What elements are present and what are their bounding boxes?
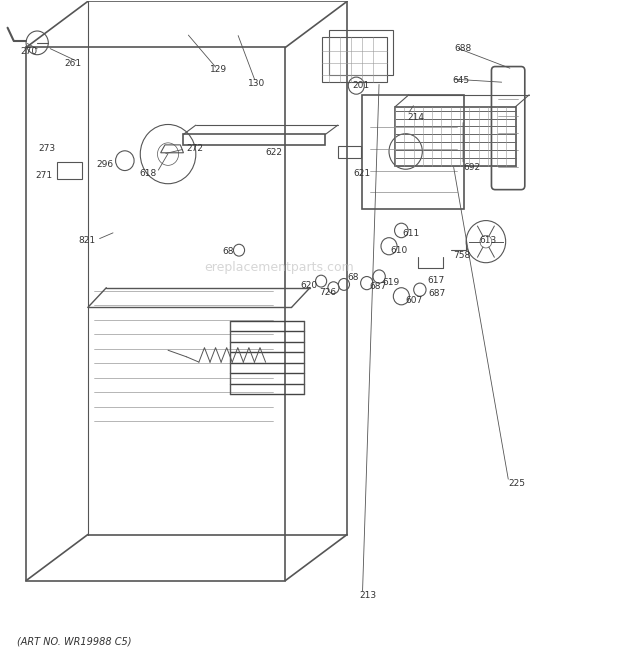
Text: 645: 645 xyxy=(452,76,469,85)
Text: 296: 296 xyxy=(97,160,113,169)
Text: 201: 201 xyxy=(352,81,369,90)
Text: 613: 613 xyxy=(479,237,497,245)
Text: ereplacementparts.com: ereplacementparts.com xyxy=(204,262,354,274)
Text: 129: 129 xyxy=(210,65,227,74)
Text: 611: 611 xyxy=(402,229,420,238)
Text: 261: 261 xyxy=(64,59,82,68)
Text: 68: 68 xyxy=(222,247,234,256)
Text: 214: 214 xyxy=(407,113,425,122)
Text: 618: 618 xyxy=(140,169,157,178)
Text: 610: 610 xyxy=(390,247,407,255)
Text: 692: 692 xyxy=(463,163,480,172)
Text: 687: 687 xyxy=(370,282,386,291)
Text: 621: 621 xyxy=(353,169,370,178)
Text: (ART NO. WR19988 C5): (ART NO. WR19988 C5) xyxy=(17,636,131,646)
Text: 821: 821 xyxy=(78,237,95,245)
Text: 272: 272 xyxy=(187,144,203,153)
Text: 622: 622 xyxy=(266,147,283,157)
Text: 213: 213 xyxy=(360,591,376,600)
Text: 726: 726 xyxy=(319,288,336,297)
Text: 273: 273 xyxy=(38,144,56,153)
Text: 271: 271 xyxy=(35,171,52,180)
Text: 619: 619 xyxy=(383,278,400,287)
Text: 68: 68 xyxy=(347,274,358,282)
Text: 758: 758 xyxy=(453,251,471,260)
Text: 620: 620 xyxy=(300,281,317,290)
Text: 130: 130 xyxy=(248,79,265,88)
Text: 607: 607 xyxy=(405,295,423,305)
Text: 687: 687 xyxy=(428,289,446,298)
Text: 617: 617 xyxy=(427,276,445,285)
Text: 225: 225 xyxy=(509,479,526,488)
Text: 270: 270 xyxy=(20,47,37,56)
Text: 688: 688 xyxy=(454,44,472,54)
